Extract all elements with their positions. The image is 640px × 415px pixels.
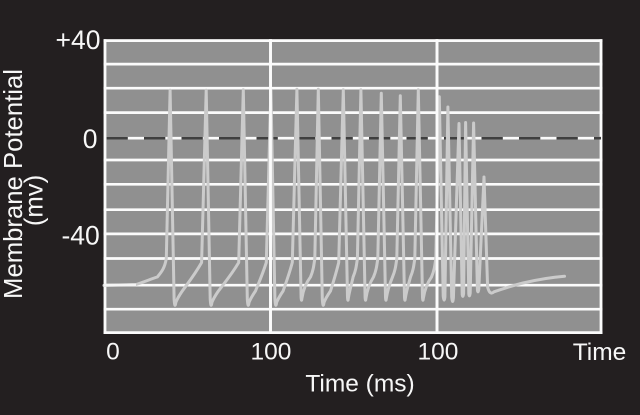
svg-text:Membrane Potential: Membrane Potential [0,69,28,299]
svg-text:0: 0 [106,339,120,366]
svg-text:-40: -40 [61,221,99,251]
svg-text:0: 0 [83,124,98,154]
svg-text:Time: Time [573,339,627,366]
svg-text:100: 100 [251,339,292,366]
svg-text:(mv): (mv) [21,175,49,226]
svg-text:+40: +40 [56,25,101,55]
svg-text:Time (ms): Time (ms) [305,371,414,398]
svg-text:100: 100 [418,339,459,366]
